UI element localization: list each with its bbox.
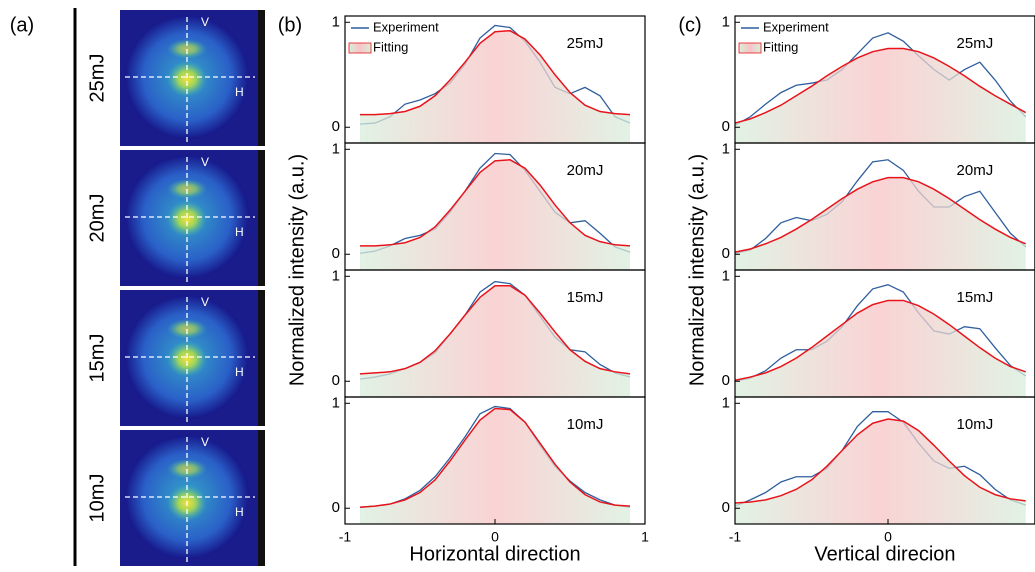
- y-tick-label: 1: [722, 13, 730, 30]
- experiment-line: [734, 32, 1027, 126]
- fitting-line: [360, 29, 631, 116]
- y-tick-label: 1: [332, 267, 340, 284]
- fitting-area: [735, 300, 1026, 397]
- y-axis-label: Normalized intensity (a.u.): [686, 154, 708, 386]
- axis-label-h: H: [235, 505, 244, 519]
- fitting-area: [360, 285, 630, 397]
- y-tick-label: 1: [332, 13, 340, 30]
- experiment-line: [359, 152, 631, 254]
- image-border: [258, 430, 265, 566]
- experiment-line: [359, 24, 631, 125]
- y-tick-label: 0: [722, 372, 730, 389]
- axis-label-v: V: [201, 295, 209, 309]
- annotation: 10mJ: [957, 416, 994, 433]
- annotation: 20mJ: [567, 162, 604, 179]
- y-tick-label: 0: [332, 245, 340, 262]
- fitting-area: [735, 48, 1026, 144]
- y-tick-label: 0: [332, 499, 340, 516]
- experiment-line: [734, 284, 1027, 382]
- axis-label-h: H: [235, 365, 244, 379]
- beam-core: [167, 201, 207, 237]
- experiment-line: [359, 405, 631, 508]
- legend-label: Experiment: [373, 19, 439, 34]
- y-axis-label: Normalized intensity (a.u.): [286, 154, 308, 386]
- x-tick-label: -1: [339, 529, 352, 545]
- y-tick-label: 0: [722, 245, 730, 262]
- beam-core: [167, 341, 207, 377]
- y-tick-label: 0: [722, 118, 730, 135]
- annotation: 15mJ: [957, 289, 994, 306]
- fitting-line: [734, 299, 1026, 381]
- y-tick-label: 0: [332, 372, 340, 389]
- y-tick-label: 0: [332, 118, 340, 135]
- y-tick-label: 1: [722, 140, 730, 157]
- y-tick-label: 1: [332, 140, 340, 157]
- x-axis-label: Vertical direcion: [814, 543, 955, 565]
- legend-swatch: [348, 42, 372, 54]
- legend-label: Fitting: [763, 39, 798, 54]
- fitting-area: [360, 408, 630, 524]
- legend-label: Experiment: [763, 19, 829, 34]
- y-tick-label: 1: [332, 394, 340, 411]
- x-tick-label: 1: [641, 529, 649, 545]
- axis-label-v: V: [201, 15, 209, 29]
- fitting-line: [359, 407, 631, 508]
- axis-label-v: V: [201, 155, 209, 169]
- panel-label: (b): [278, 14, 302, 36]
- y-tick-label: 1: [722, 394, 730, 411]
- annotation: 15mJ: [567, 289, 604, 306]
- energy-label: 25mJ: [86, 54, 108, 103]
- annotation: 10mJ: [567, 416, 604, 433]
- y-tick-label: 0: [722, 499, 730, 516]
- fitting-area: [360, 30, 630, 144]
- fitting-line: [359, 284, 631, 375]
- axis-label-v: V: [201, 435, 209, 449]
- energy-label: 20mJ: [86, 194, 108, 243]
- experiment-line: [734, 411, 1026, 507]
- fitting-area: [735, 419, 1026, 524]
- x-tick-label: 0: [884, 529, 892, 545]
- panel-label: (a): [10, 14, 34, 36]
- x-tick-label: 0: [491, 529, 499, 545]
- fitting-line: [360, 159, 631, 247]
- image-border: [258, 290, 265, 426]
- energy-label: 15mJ: [86, 334, 108, 383]
- legend-swatch: [738, 42, 762, 54]
- experiment-line: [734, 159, 1027, 254]
- fitting-line: [734, 176, 1026, 253]
- fitting-area: [360, 159, 630, 270]
- panel-label: (c): [678, 14, 701, 36]
- legend-label: Fitting: [373, 39, 408, 54]
- y-tick-label: 1: [722, 267, 730, 284]
- fitting-line: [734, 418, 1026, 504]
- annotation: 25mJ: [957, 35, 994, 52]
- fitting-area: [735, 177, 1026, 270]
- beam-core: [167, 61, 207, 97]
- image-border: [258, 10, 265, 146]
- x-axis-label: Horizontal direction: [409, 543, 580, 565]
- energy-label: 10mJ: [86, 474, 108, 523]
- annotation: 25mJ: [567, 35, 604, 52]
- image-border: [258, 150, 265, 286]
- annotation: 20mJ: [957, 162, 994, 179]
- x-tick-label: -1: [729, 529, 742, 545]
- axis-label-h: H: [235, 85, 244, 99]
- axis-label-h: H: [235, 225, 244, 239]
- fitting-line: [734, 47, 1027, 124]
